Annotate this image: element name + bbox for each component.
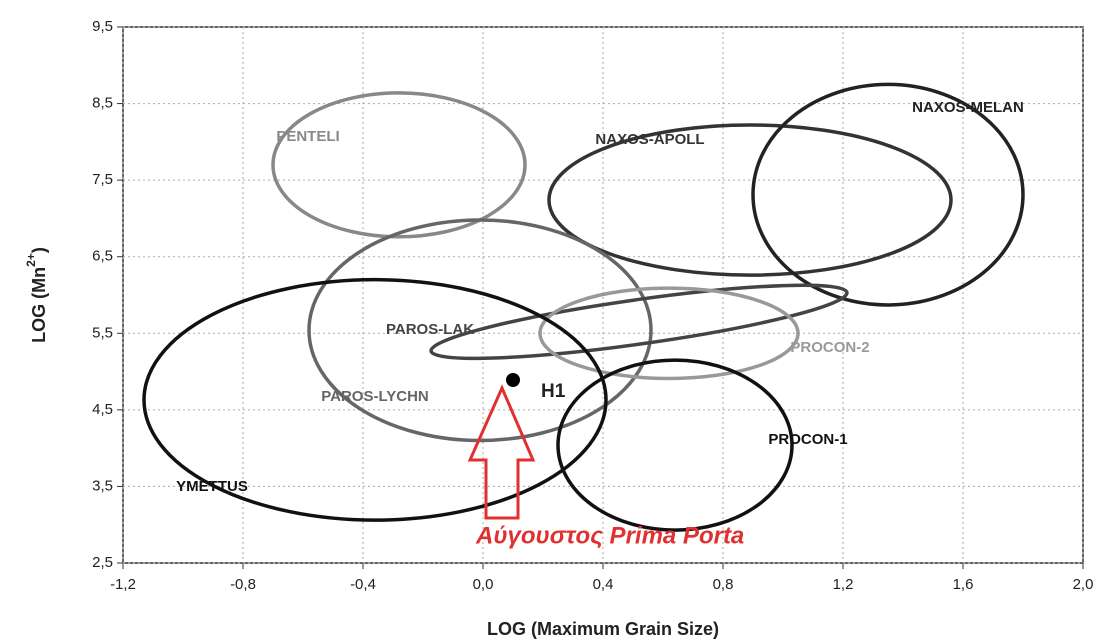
x-tick-label: 0,8 [713,576,734,593]
region-label: NAXOS-MELAN [912,99,1024,116]
region-ellipse [271,91,527,239]
region-label: PROCON-2 [790,339,869,356]
y-tick-label: 6,5 [92,248,113,265]
region-label: PAROS-LYCHN [321,388,429,405]
x-tick-label: 0,4 [593,576,614,593]
region-ellipse [429,283,849,361]
region-ellipse [538,286,800,381]
x-tick-label: 1,2 [833,576,854,593]
y-tick-label: 9,5 [92,18,113,35]
region-ellipse [142,277,608,522]
x-tick-label: 0,0 [473,576,494,593]
y-label-part: ) [29,247,49,253]
y-label-part: LOG (Mn [29,267,49,343]
x-tick-label: 2,0 [1073,576,1094,593]
region-label: YMETTUS [176,478,248,495]
x-axis-label: LOG (Maximum Grain Size) [487,619,719,639]
region-label: NAXOS-APOLL [595,131,704,148]
region-ellipse [547,123,953,277]
y-label-sup: 2+ [24,253,38,267]
y-tick-label: 3,5 [92,477,113,494]
y-tick-label: 8,5 [92,95,113,112]
y-tick-label: 7,5 [92,171,113,188]
y-axis-label: LOG (Mn2+) [24,247,49,343]
annotation-arrow [467,384,536,520]
y-tick-label: 2,5 [92,554,113,571]
x-tick-label: -0,8 [230,576,256,593]
y-tick-label: 4,5 [92,401,113,418]
region-ellipse [556,358,794,532]
point-label: H1 [541,381,566,402]
point [506,372,520,387]
x-tick-label: -1,2 [110,576,136,593]
x-tick-label: -0,4 [350,576,376,593]
region-ellipse [751,82,1025,307]
region-label: PAROS-LAK [386,321,474,338]
annotation: Αύγουστος Prima Porta [475,522,744,549]
y-tick-label: 5,5 [92,324,113,341]
x-tick-label: 1,6 [953,576,974,593]
region-label: PROCON-1 [768,431,847,448]
region-label: PENTELI [276,128,339,145]
